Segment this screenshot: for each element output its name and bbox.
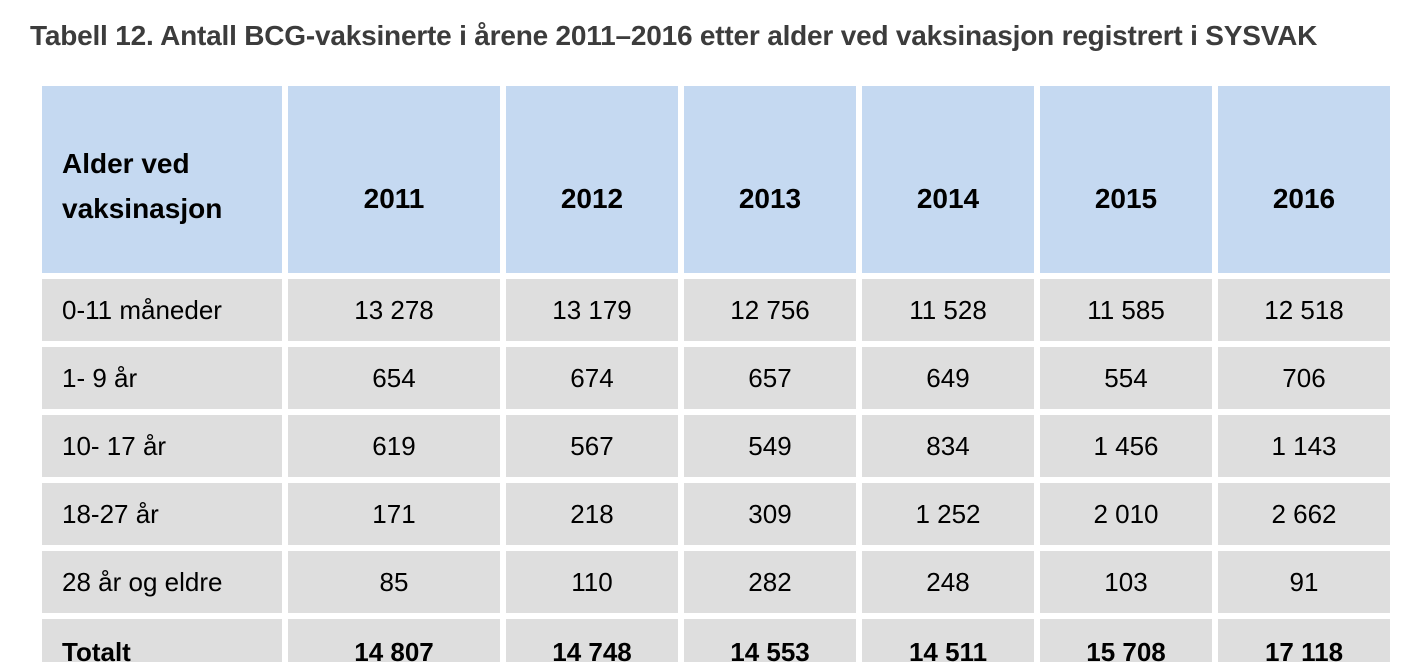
total-cell: 14 807	[288, 619, 500, 662]
header-cell-age: Alder ved vaksinasjon	[42, 86, 282, 273]
table-row-0-11-maneder: 0-11 måneder 13 278 13 179 12 756 11 528…	[42, 279, 1390, 341]
table-cell: 1 143	[1218, 415, 1390, 477]
table-cell: 13 179	[506, 279, 678, 341]
table-cell: 309	[684, 483, 856, 545]
row-label: 0-11 måneder	[42, 279, 282, 341]
table-row-28-ar-og-eldre: 28 år og eldre 85 110 282 248 103 91	[42, 551, 1390, 613]
table-cell: 103	[1040, 551, 1212, 613]
table-row-totalt: Totalt 14 807 14 748 14 553 14 511 15 70…	[42, 619, 1390, 662]
header-cell-year-2015: 2015	[1040, 86, 1212, 273]
total-row-label: Totalt	[42, 619, 282, 662]
header-cell-year-2012: 2012	[506, 86, 678, 273]
table-cell: 1 252	[862, 483, 1034, 545]
table-cell: 171	[288, 483, 500, 545]
row-label: 1- 9 år	[42, 347, 282, 409]
row-label: 28 år og eldre	[42, 551, 282, 613]
table-cell: 834	[862, 415, 1034, 477]
header-cell-year-2016: 2016	[1218, 86, 1390, 273]
table-cell: 85	[288, 551, 500, 613]
table-cell: 11 585	[1040, 279, 1212, 341]
table-cell: 554	[1040, 347, 1212, 409]
table-title: Tabell 12. Antall BCG-vaksinerte i årene…	[30, 20, 1318, 51]
table-cell: 110	[506, 551, 678, 613]
header-row: Alder ved vaksinasjon 2011 2012 2013 201…	[42, 86, 1390, 273]
table-cell: 649	[862, 347, 1034, 409]
total-cell: 14 748	[506, 619, 678, 662]
table-cell: 12 518	[1218, 279, 1390, 341]
table-cell: 706	[1218, 347, 1390, 409]
header-cell-year-2013: 2013	[684, 86, 856, 273]
table-cell: 654	[288, 347, 500, 409]
table-cell: 2 662	[1218, 483, 1390, 545]
table-cell: 91	[1218, 551, 1390, 613]
table-cell: 11 528	[862, 279, 1034, 341]
table-cell: 2 010	[1040, 483, 1212, 545]
table-cell: 13 278	[288, 279, 500, 341]
header-cell-year-2014: 2014	[862, 86, 1034, 273]
bcg-vaccination-table: Alder ved vaksinasjon 2011 2012 2013 201…	[36, 80, 1396, 662]
row-label: 18-27 år	[42, 483, 282, 545]
table-cell: 1 456	[1040, 415, 1212, 477]
table-row-18-27-ar: 18-27 år 171 218 309 1 252 2 010 2 662	[42, 483, 1390, 545]
table-cell: 12 756	[684, 279, 856, 341]
row-label: 10- 17 år	[42, 415, 282, 477]
table-row-10-17-ar: 10- 17 år 619 567 549 834 1 456 1 143	[42, 415, 1390, 477]
table-cell: 657	[684, 347, 856, 409]
table-row-1-9-ar: 1- 9 år 654 674 657 649 554 706	[42, 347, 1390, 409]
total-cell: 14 553	[684, 619, 856, 662]
table-cell: 619	[288, 415, 500, 477]
table-cell: 282	[684, 551, 856, 613]
total-cell: 14 511	[862, 619, 1034, 662]
table-cell: 248	[862, 551, 1034, 613]
total-cell: 15 708	[1040, 619, 1212, 662]
table-cell: 549	[684, 415, 856, 477]
total-cell: 17 118	[1218, 619, 1390, 662]
table-cell: 567	[506, 415, 678, 477]
header-cell-year-2011: 2011	[288, 86, 500, 273]
table-cell: 674	[506, 347, 678, 409]
table-cell: 218	[506, 483, 678, 545]
